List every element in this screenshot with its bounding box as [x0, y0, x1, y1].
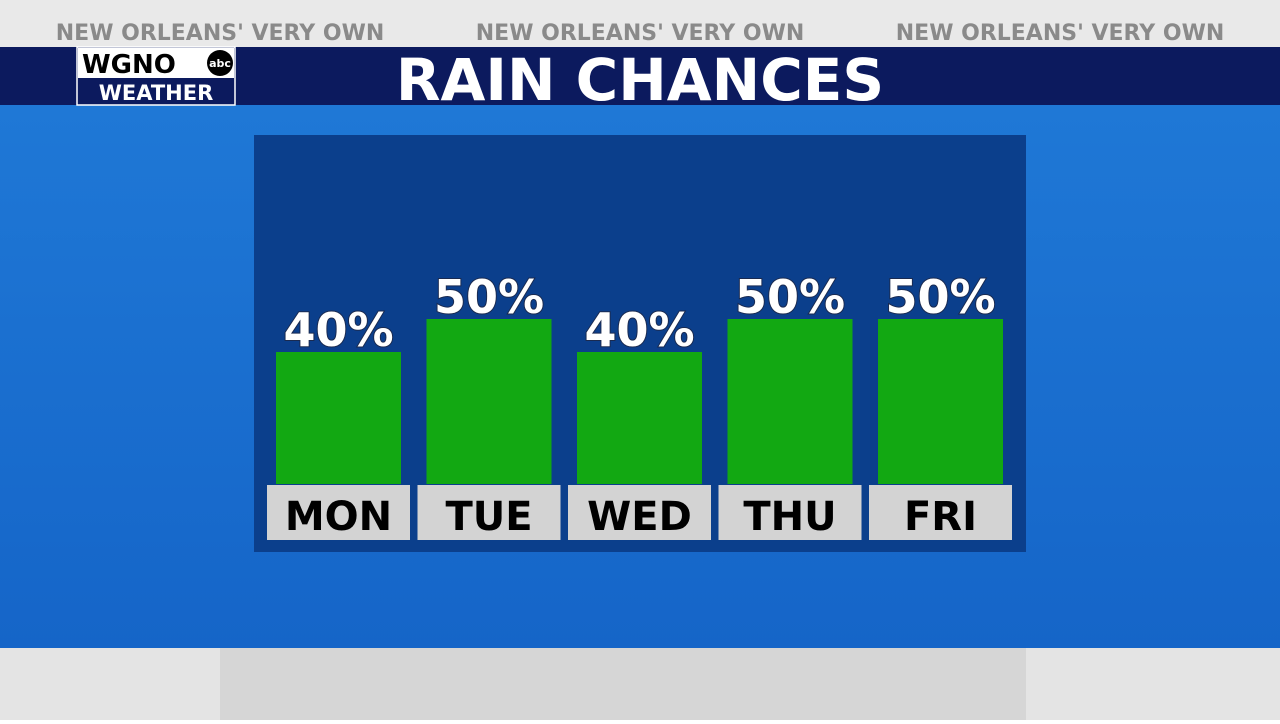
bar	[727, 319, 853, 484]
value-label: 40%	[283, 303, 393, 357]
logo-badge-bg	[207, 50, 233, 76]
banner-text: NEW ORLEANS' VERY OWN	[56, 21, 385, 46]
logo-top: WGNO	[82, 50, 176, 80]
banner-text: NEW ORLEANS' VERY OWN	[896, 21, 1225, 46]
category-box	[267, 485, 410, 540]
bar	[426, 319, 552, 484]
chart-title: RAIN CHANCES	[396, 46, 884, 114]
bottom-panel	[220, 648, 1026, 720]
logo-badge: abc	[209, 57, 231, 70]
bar	[878, 319, 1003, 484]
value-label: 50%	[434, 270, 544, 324]
banner-text: NEW ORLEANS' VERY OWN	[476, 21, 805, 46]
category-box	[869, 485, 1012, 540]
value-label: 50%	[885, 270, 995, 324]
bar	[577, 352, 702, 484]
category-box	[568, 485, 711, 540]
value-label: 50%	[735, 270, 845, 324]
x-tick-label: TUE	[445, 494, 532, 540]
x-tick-label: FRI	[904, 494, 977, 540]
x-tick-label: MON	[285, 494, 392, 540]
logo-bottom: WEATHER	[99, 81, 214, 105]
x-tick-label: THU	[743, 494, 836, 540]
category-box	[718, 485, 862, 540]
x-tick-label: WED	[587, 494, 692, 540]
value-label: 40%	[584, 303, 694, 357]
bar	[276, 352, 401, 484]
top-band	[0, 0, 1280, 47]
category-box	[417, 485, 561, 540]
